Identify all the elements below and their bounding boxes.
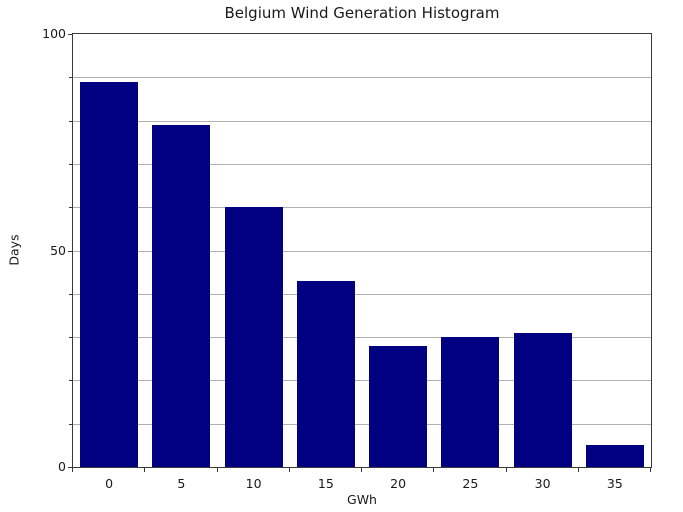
- histogram-bar-0-gwh: [80, 81, 139, 467]
- histogram-bar-20-gwh: [369, 345, 428, 467]
- histogram-bar-35-gwh: [585, 445, 644, 467]
- y-minor-tick-mark: [69, 380, 72, 381]
- gridline-60: [73, 207, 651, 209]
- y-major-tick-mark: [68, 467, 72, 468]
- x-tick-label-35: 35: [606, 476, 623, 491]
- chart-title: Belgium Wind Generation Histogram: [224, 4, 500, 22]
- y-minor-tick-mark: [69, 337, 72, 338]
- x-tick-label-5: 5: [177, 476, 186, 491]
- x-tick-mark: [217, 468, 218, 472]
- y-tick-label-50: 50: [50, 242, 66, 258]
- gridline-70: [73, 163, 651, 165]
- y-axis-label: Days: [6, 234, 22, 266]
- y-tick-label-100: 100: [42, 26, 66, 41]
- x-tick-label-10: 10: [245, 476, 262, 491]
- gridline-20: [73, 380, 651, 382]
- gridline-10: [73, 423, 651, 425]
- x-axis-label: GWh: [347, 492, 377, 507]
- gridline-90: [73, 77, 651, 79]
- plot-area: [72, 33, 652, 468]
- y-minor-tick-mark: [69, 207, 72, 208]
- gridline-80: [73, 120, 651, 122]
- histogram-bar-25-gwh: [441, 337, 500, 467]
- x-tick-mark: [578, 468, 579, 472]
- y-tick-label-0: 0: [58, 459, 66, 474]
- y-minor-tick-mark: [69, 164, 72, 165]
- x-tick-mark: [650, 468, 651, 472]
- y-minor-tick-mark: [69, 77, 72, 78]
- x-tick-label-25: 25: [462, 476, 479, 491]
- x-tick-label-15: 15: [317, 476, 334, 491]
- x-tick-label-0: 0: [105, 476, 114, 491]
- histogram-bar-10-gwh: [224, 207, 283, 467]
- x-tick-mark: [433, 468, 434, 472]
- y-minor-tick-mark: [69, 424, 72, 425]
- gridline-30: [73, 337, 651, 339]
- y-minor-tick-mark: [69, 294, 72, 295]
- x-tick-mark: [289, 468, 290, 472]
- histogram-bar-5-gwh: [152, 124, 211, 467]
- histogram-bar-30-gwh: [513, 332, 572, 467]
- gridline-50: [73, 250, 651, 252]
- x-tick-mark: [144, 468, 145, 472]
- x-tick-mark: [72, 468, 73, 472]
- y-minor-tick-mark: [69, 121, 72, 122]
- gridline-40: [73, 293, 651, 295]
- x-tick-label-20: 20: [390, 476, 407, 491]
- y-major-tick-mark: [68, 34, 72, 35]
- histogram-bar-15-gwh: [296, 280, 355, 467]
- x-tick-label-30: 30: [534, 476, 551, 491]
- x-tick-mark: [506, 468, 507, 472]
- y-major-tick-mark: [68, 251, 72, 252]
- x-tick-mark: [361, 468, 362, 472]
